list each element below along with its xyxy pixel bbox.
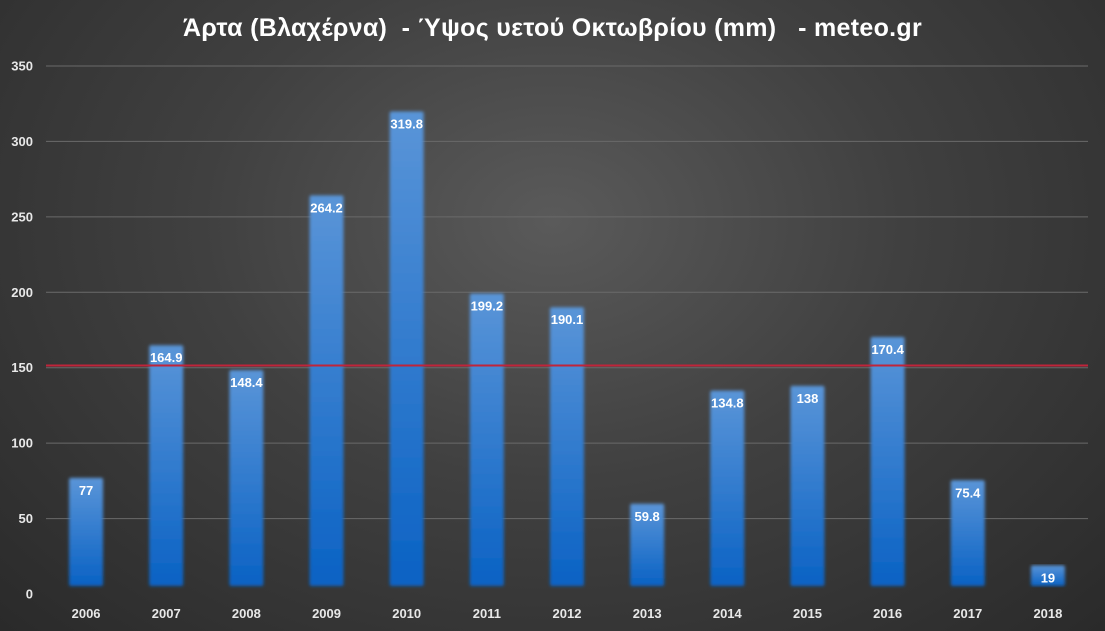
x-tick-label: 2007 <box>152 606 181 621</box>
data-label: 190.1 <box>551 312 584 327</box>
data-label: 170.4 <box>871 342 904 357</box>
bar <box>550 307 584 586</box>
data-label: 77 <box>79 483 93 498</box>
y-tick-label: 250 <box>11 209 33 224</box>
data-label: 59.8 <box>634 509 659 524</box>
data-label: 319.8 <box>390 117 423 132</box>
bar <box>309 195 344 586</box>
y-tick-label: 150 <box>11 360 33 375</box>
x-tick-label: 2009 <box>312 606 341 621</box>
x-tick-label: 2016 <box>873 606 902 621</box>
bar <box>469 293 504 586</box>
data-label: 75.4 <box>955 485 981 500</box>
bar <box>790 385 825 586</box>
x-tick-label: 2011 <box>473 606 501 621</box>
data-label: 264.2 <box>310 200 343 215</box>
bar <box>149 345 184 586</box>
y-tick-label: 300 <box>11 134 33 149</box>
bar <box>69 477 104 586</box>
y-tick-label: 200 <box>11 285 33 300</box>
bar <box>1030 565 1065 586</box>
x-tick-label: 2010 <box>392 606 421 621</box>
x-tick-label: 2008 <box>232 606 261 621</box>
bar <box>710 390 745 586</box>
bar <box>950 480 985 586</box>
x-tick-label: 2014 <box>713 606 743 621</box>
data-label: 138 <box>797 391 819 406</box>
chart-title: Άρτα (Βλαχέρνα) - Ύψος υετού Οκτωβρίου (… <box>182 14 923 42</box>
bar <box>630 503 665 586</box>
y-tick-label: 100 <box>11 436 33 451</box>
y-tick-label: 0 <box>26 587 33 602</box>
x-tick-label: 2018 <box>1033 606 1062 621</box>
data-label: 148.4 <box>230 375 263 390</box>
data-label: 199.2 <box>471 298 504 313</box>
x-tick-label: 2015 <box>793 606 822 621</box>
x-tick-label: 2006 <box>72 606 101 621</box>
x-tick-label: 2013 <box>633 606 662 621</box>
bar <box>229 370 264 586</box>
x-tick-label: 2012 <box>553 606 582 621</box>
bar <box>870 336 905 586</box>
data-label: 134.8 <box>711 396 744 411</box>
y-tick-label: 50 <box>19 511 33 526</box>
data-label: 164.9 <box>150 350 183 365</box>
x-tick-label: 2017 <box>953 606 982 621</box>
y-tick-label: 350 <box>11 59 33 74</box>
data-label: 19 <box>1041 570 1055 585</box>
bar <box>389 111 424 586</box>
